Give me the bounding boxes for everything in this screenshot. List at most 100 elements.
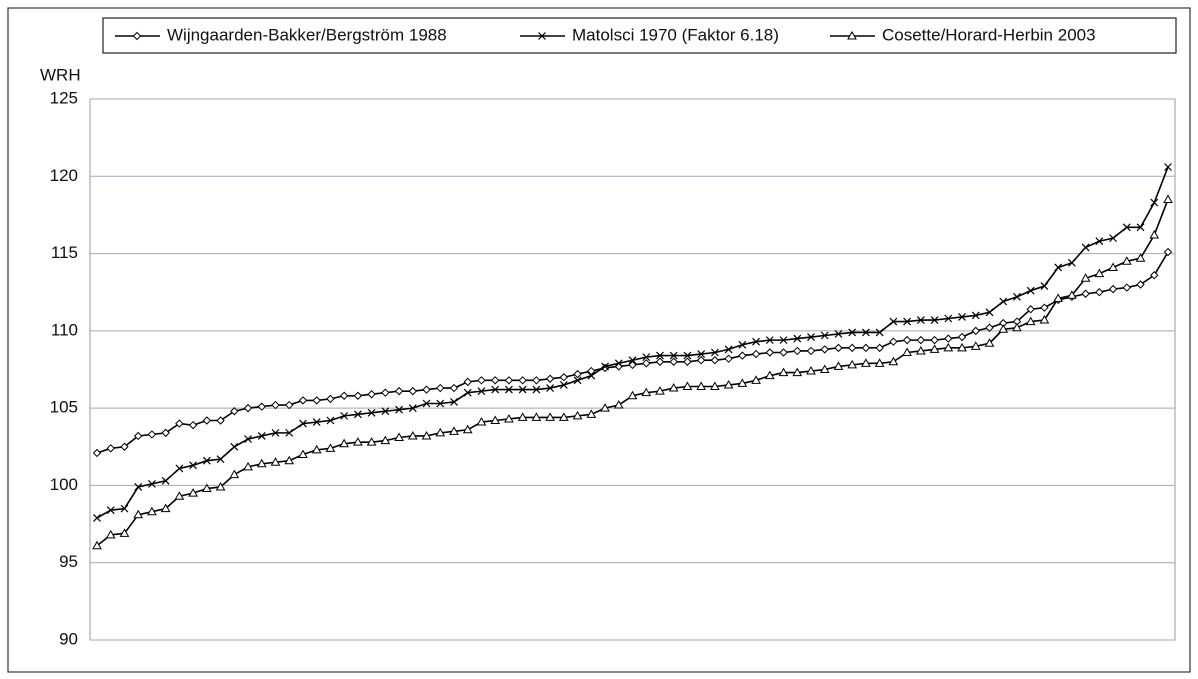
marker bbox=[106, 444, 115, 453]
marker bbox=[1122, 223, 1131, 232]
marker bbox=[1136, 223, 1145, 232]
marker bbox=[806, 366, 816, 375]
marker bbox=[792, 367, 803, 377]
marker bbox=[408, 404, 417, 413]
marker bbox=[778, 367, 789, 377]
marker bbox=[1054, 263, 1063, 272]
marker bbox=[490, 415, 501, 425]
marker bbox=[764, 370, 775, 380]
marker bbox=[793, 346, 802, 356]
marker bbox=[504, 413, 514, 423]
marker bbox=[545, 412, 555, 421]
marker bbox=[449, 383, 459, 393]
marker bbox=[1025, 316, 1036, 326]
marker bbox=[189, 461, 198, 470]
marker bbox=[120, 504, 129, 513]
marker bbox=[517, 412, 528, 421]
marker bbox=[970, 341, 981, 350]
marker bbox=[353, 410, 362, 419]
marker bbox=[765, 348, 775, 357]
marker bbox=[339, 391, 349, 400]
marker bbox=[628, 360, 637, 370]
y-tick-label: 110 bbox=[51, 320, 78, 339]
marker bbox=[1081, 289, 1090, 298]
marker bbox=[449, 426, 459, 435]
y-tick-label: 120 bbox=[50, 166, 78, 185]
marker bbox=[133, 509, 144, 519]
marker bbox=[298, 449, 308, 459]
marker bbox=[243, 403, 253, 413]
y-tick-label: 105 bbox=[50, 398, 78, 417]
marker bbox=[353, 391, 363, 400]
marker bbox=[958, 313, 966, 321]
marker bbox=[1163, 247, 1173, 257]
marker bbox=[779, 336, 788, 345]
marker bbox=[1053, 293, 1064, 302]
marker bbox=[696, 381, 707, 391]
marker bbox=[669, 351, 678, 360]
marker bbox=[450, 398, 458, 406]
marker bbox=[147, 506, 157, 516]
marker bbox=[1164, 163, 1172, 171]
marker bbox=[1135, 253, 1146, 262]
marker bbox=[134, 483, 143, 491]
marker bbox=[1150, 198, 1159, 207]
marker bbox=[614, 359, 623, 368]
marker bbox=[985, 323, 994, 332]
marker bbox=[215, 481, 226, 491]
marker bbox=[407, 430, 418, 440]
marker bbox=[270, 457, 281, 466]
marker bbox=[902, 347, 912, 356]
marker bbox=[299, 419, 307, 428]
legend-marker bbox=[538, 32, 546, 40]
marker bbox=[586, 409, 597, 418]
marker bbox=[422, 399, 431, 408]
marker bbox=[160, 503, 171, 513]
marker bbox=[779, 348, 788, 357]
marker bbox=[930, 316, 939, 324]
marker bbox=[861, 358, 871, 367]
legend-label: Matolsci 1970 (Faktor 6.18) bbox=[572, 25, 779, 44]
marker bbox=[476, 417, 487, 426]
legend-marker bbox=[132, 31, 142, 41]
marker bbox=[504, 385, 513, 394]
marker bbox=[175, 464, 184, 473]
marker bbox=[1040, 303, 1049, 312]
marker bbox=[656, 351, 664, 360]
marker bbox=[820, 345, 829, 354]
marker bbox=[1163, 194, 1173, 203]
marker bbox=[202, 416, 212, 425]
marker bbox=[381, 388, 390, 397]
marker bbox=[752, 337, 761, 346]
marker bbox=[298, 396, 308, 405]
marker bbox=[435, 427, 446, 437]
marker bbox=[133, 431, 143, 441]
marker bbox=[572, 410, 583, 420]
marker bbox=[613, 400, 624, 409]
marker bbox=[188, 420, 198, 430]
marker bbox=[820, 331, 829, 340]
marker bbox=[1013, 292, 1021, 301]
marker bbox=[738, 340, 747, 349]
marker bbox=[847, 343, 857, 353]
marker bbox=[353, 437, 363, 446]
marker bbox=[642, 359, 651, 368]
marker bbox=[943, 342, 954, 352]
marker bbox=[119, 528, 130, 537]
marker bbox=[436, 383, 445, 393]
marker bbox=[874, 358, 885, 367]
marker bbox=[380, 435, 391, 445]
legend-label: Wijngaarden-Bakker/Bergström 1988 bbox=[167, 25, 447, 44]
marker bbox=[628, 356, 637, 365]
marker bbox=[92, 540, 102, 550]
marker bbox=[944, 314, 953, 323]
marker bbox=[531, 412, 542, 421]
marker bbox=[202, 456, 211, 465]
marker bbox=[545, 374, 555, 383]
marker bbox=[683, 351, 692, 360]
marker bbox=[971, 311, 980, 320]
legend-marker bbox=[847, 30, 857, 40]
marker bbox=[1108, 284, 1118, 294]
marker bbox=[957, 342, 967, 352]
